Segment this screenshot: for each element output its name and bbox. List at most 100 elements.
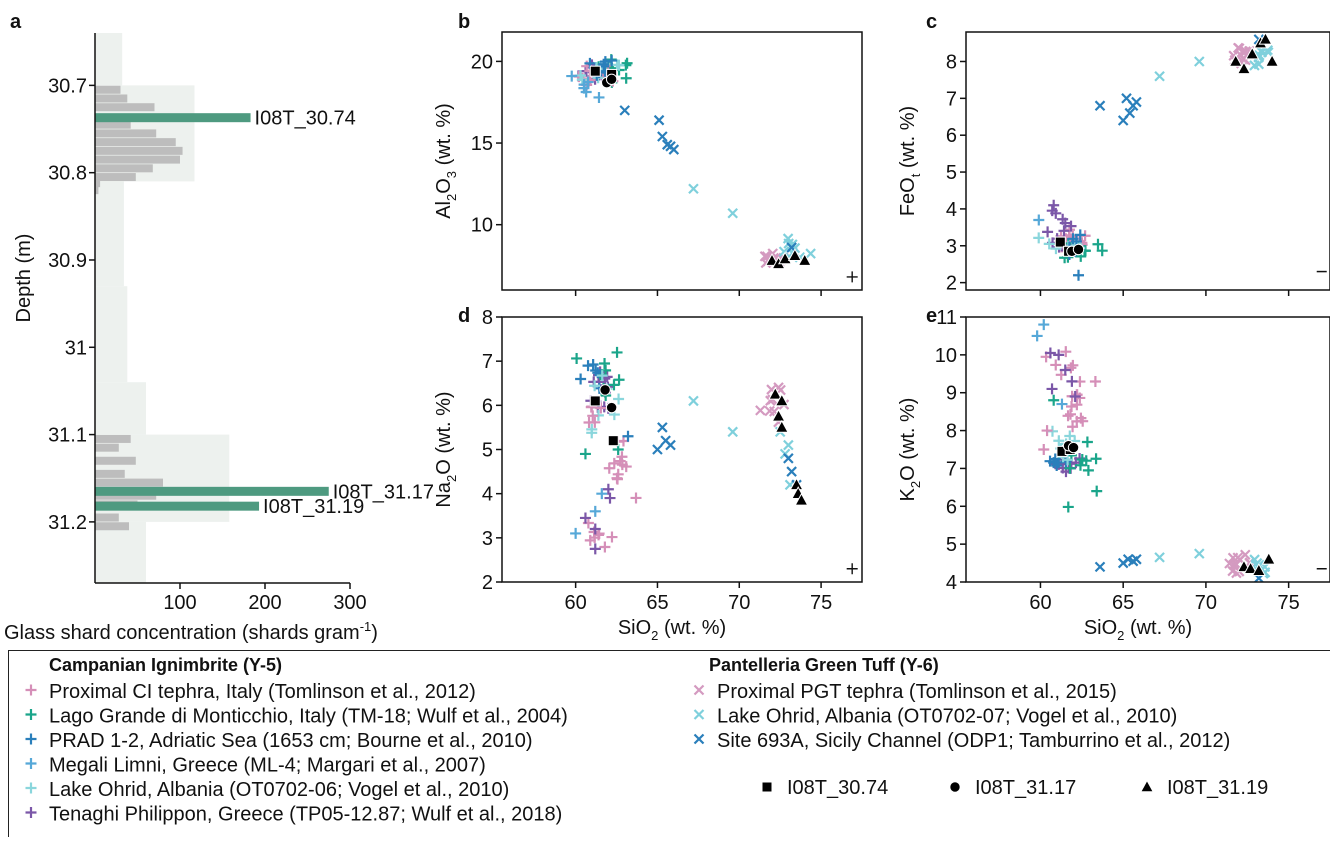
legend-ci-title: Campanian Ignimbrite (Y-5)	[49, 655, 282, 675]
x-tick-label: 100	[163, 592, 196, 614]
depth-bar	[95, 103, 155, 112]
legend-sample-circle	[949, 781, 961, 793]
data-layer	[1031, 319, 1327, 582]
x-label-main: SiO	[1084, 617, 1117, 639]
point-PGT_proximal	[1227, 565, 1238, 577]
sample-triangle	[1251, 563, 1266, 576]
depth-band	[95, 521, 146, 583]
legend: Campanian Ignimbrite (Y-5) Pantelleria Gr…	[8, 650, 1330, 837]
depth-bar	[95, 146, 183, 155]
point-CI_proximal	[1067, 359, 1079, 371]
sample-triangle	[797, 253, 812, 266]
y-label-main: K	[897, 487, 919, 501]
y-tick-label: 20	[471, 51, 493, 73]
point-PRAD	[598, 58, 610, 70]
x-tick-label: 75	[810, 592, 832, 614]
point-TM18	[621, 57, 633, 69]
depth-bar	[95, 478, 163, 487]
point-OT0702_07	[1249, 60, 1260, 71]
sample-triangle	[1228, 53, 1243, 67]
x-axis-label: SiO2 (wt. %)	[618, 617, 726, 643]
point-ODP1	[619, 105, 631, 116]
point-ODP1	[652, 444, 663, 455]
point-CI_proximal	[630, 492, 642, 504]
point-TM18	[1062, 501, 1074, 513]
y-tick-label: 31.2	[48, 512, 87, 534]
legend-sample-label: I08T_31.19	[1167, 777, 1268, 799]
depth-band	[95, 33, 123, 86]
point-TP05	[1065, 220, 1077, 232]
point-TM18	[579, 448, 591, 460]
point-TM18	[1074, 459, 1086, 471]
panel-letter-c: c	[926, 11, 937, 33]
sample-triangle	[1245, 46, 1260, 60]
sample-circle	[599, 384, 611, 396]
y-label-main: FeO	[897, 177, 919, 216]
point-CI_proximal	[587, 410, 599, 422]
legend-label: Lake Ohrid, Albania (OT0702-06; Vogel et…	[49, 779, 509, 801]
x-tick-label: 65	[646, 592, 668, 614]
point-ML4	[1056, 398, 1068, 410]
point-TP05	[1069, 391, 1081, 402]
point-CI_proximal	[1041, 425, 1053, 437]
point-ML4	[1033, 214, 1045, 226]
highlight-label: I08T_31.19	[263, 496, 364, 518]
sample-circle	[1072, 243, 1085, 256]
point-CI_proximal	[1050, 359, 1062, 371]
legend-marker-PGT_proximal	[693, 684, 705, 696]
y-tick-label: 6	[482, 395, 493, 417]
point-TM18	[571, 352, 583, 364]
point-ML4	[1038, 319, 1050, 331]
depth-bar	[95, 513, 119, 522]
point-PRAD	[582, 360, 594, 372]
point-ODP1	[1131, 553, 1142, 565]
data-layer	[1033, 32, 1327, 281]
point-PGT_proximal	[755, 405, 766, 416]
point-PRAD	[1049, 453, 1061, 465]
sample-triangle	[764, 253, 780, 266]
y-label-unit: (wt. %)	[897, 106, 919, 174]
y-tick-label: 5	[946, 162, 957, 184]
y-axis-label: Al2O3 (wt. %)	[433, 103, 459, 219]
y-tick-label: 6	[946, 125, 957, 147]
legend-label: Proximal PGT tephra (Tomlinson et al., 2…	[717, 681, 1117, 703]
point-CI_proximal	[1071, 389, 1083, 401]
point-OT0702_06	[589, 380, 601, 392]
point-TM18	[1082, 464, 1094, 476]
y-axis-label: Na2O (wt. %)	[433, 391, 459, 507]
legend-label: Megali Limni, Greece (ML-4; Margari et a…	[49, 755, 486, 777]
legend-pgt-title: Pantelleria Green Tuff (Y-6)	[709, 655, 939, 675]
point-ML4	[580, 86, 592, 98]
x-label-unit: (wt. %)	[658, 617, 726, 639]
x-tick-label: 200	[248, 592, 281, 614]
point-OT0702_06	[596, 370, 608, 382]
legend-sample-triangle	[1139, 779, 1155, 793]
depth-band	[95, 286, 128, 383]
point-TP05	[1048, 199, 1060, 211]
sample-triangle	[1236, 61, 1252, 75]
y-axis-label: FeOt (wt. %)	[897, 106, 923, 216]
depth-bar	[95, 179, 101, 188]
y-label-main: Al	[433, 201, 455, 219]
point-PGT_proximal	[759, 251, 771, 262]
x-label-main: SiO	[618, 617, 651, 639]
point-ML4	[566, 70, 578, 82]
legend-marker-ODP1	[693, 733, 705, 745]
sample-triangle	[768, 386, 783, 400]
y-tick-label: 30.8	[48, 163, 87, 185]
point-PRAD	[599, 56, 611, 68]
sample-square	[607, 435, 619, 447]
point-OT0702_07	[727, 207, 739, 219]
y-tick-label: 3	[482, 528, 493, 550]
point-PRAD	[1074, 229, 1086, 241]
y-tick-label: 11	[936, 307, 957, 329]
legend-label: Proximal CI tephra, Italy (Tomlinson et …	[49, 681, 476, 703]
y-tick-label: 31	[65, 337, 87, 359]
x-axis-label-text: Glass shard concentration (shards gram	[4, 622, 360, 644]
x-tick-label: 65	[1112, 592, 1134, 614]
point-PGT_proximal	[1224, 558, 1235, 569]
point-OT0702_07	[1194, 56, 1205, 67]
point-TM18	[611, 346, 623, 358]
legend-marker-TP05	[25, 807, 37, 818]
depth-bar	[95, 138, 176, 147]
